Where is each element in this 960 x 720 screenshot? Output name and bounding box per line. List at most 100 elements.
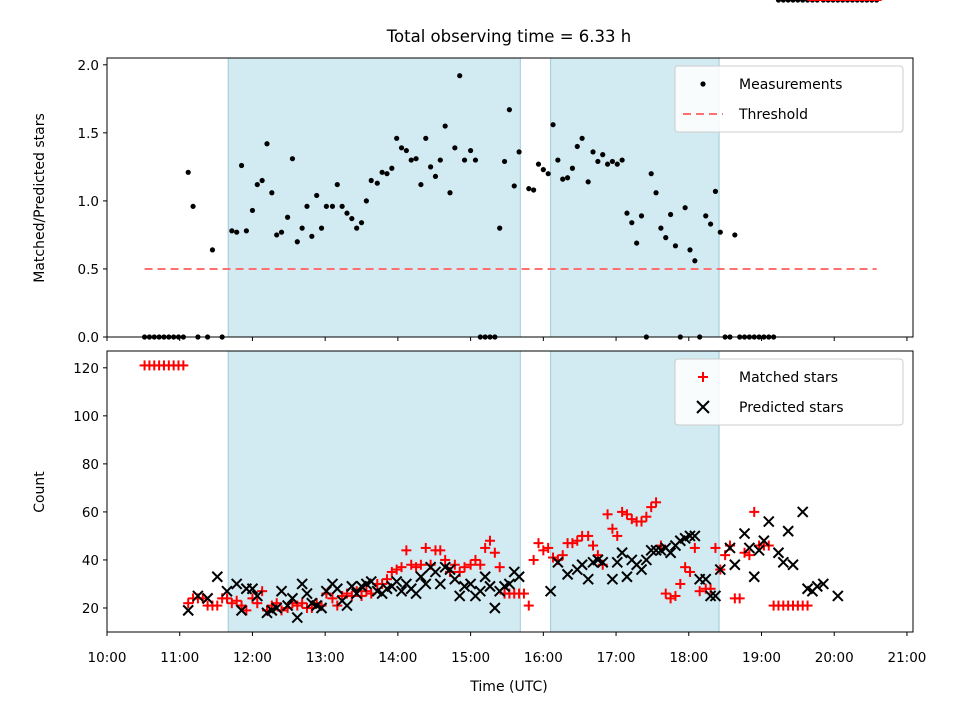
data-point bbox=[811, 580, 823, 593]
data-point bbox=[802, 600, 813, 611]
data-point bbox=[251, 590, 263, 602]
data-point bbox=[209, 247, 216, 253]
x-marker-b bbox=[811, 580, 823, 593]
data-point bbox=[707, 221, 714, 227]
x-marker-b bbox=[453, 590, 466, 602]
x-tick-label: 10:00 bbox=[88, 650, 127, 666]
data-point bbox=[540, 167, 546, 173]
data-point bbox=[374, 180, 380, 186]
data-point bbox=[457, 73, 463, 79]
y-tick-label: 20 bbox=[82, 601, 99, 617]
data-point bbox=[616, 547, 628, 559]
data-point bbox=[709, 590, 722, 602]
data-point bbox=[513, 571, 525, 583]
data-point bbox=[710, 542, 721, 553]
x-tick-label: 15:00 bbox=[451, 650, 490, 666]
legend-box bbox=[674, 358, 904, 426]
data-point bbox=[621, 509, 632, 520]
data-point bbox=[344, 210, 350, 216]
data-point bbox=[670, 590, 681, 601]
data-point bbox=[583, 530, 594, 541]
data-point bbox=[734, 593, 745, 604]
data-point bbox=[775, 0, 782, 3]
data-point bbox=[717, 229, 723, 235]
x-marker-b bbox=[331, 583, 343, 595]
data-point bbox=[480, 542, 491, 553]
x-marker-b bbox=[621, 571, 633, 583]
data-point bbox=[590, 149, 596, 155]
data-point bbox=[284, 214, 291, 220]
x-marker-b bbox=[346, 580, 358, 593]
x-marker-b bbox=[592, 554, 604, 566]
data-point bbox=[796, 506, 809, 518]
x-marker-b bbox=[582, 573, 594, 585]
data-point bbox=[497, 225, 503, 231]
x-marker-b bbox=[777, 556, 790, 569]
x-marker-b bbox=[474, 585, 487, 597]
x-marker-b bbox=[306, 597, 318, 609]
x-tick-label: 16:00 bbox=[524, 650, 563, 666]
x-marker-b bbox=[449, 573, 461, 585]
data-point bbox=[410, 587, 422, 600]
x-tick-label: 18:00 bbox=[669, 650, 708, 666]
x-marker-b bbox=[235, 604, 248, 617]
x-marker-b bbox=[817, 578, 830, 590]
data-point bbox=[689, 530, 701, 542]
data-point bbox=[459, 562, 470, 573]
data-point bbox=[254, 181, 260, 188]
data-point bbox=[301, 587, 313, 600]
x-marker-b bbox=[484, 580, 496, 593]
x-marker-b bbox=[787, 559, 799, 571]
data-point bbox=[689, 542, 700, 553]
legend-label: Measurements bbox=[739, 77, 842, 93]
data-point bbox=[516, 149, 522, 155]
data-point bbox=[561, 568, 574, 581]
data-point bbox=[535, 161, 542, 167]
data-point bbox=[614, 161, 620, 167]
data-point bbox=[437, 157, 443, 163]
data-point bbox=[231, 595, 242, 606]
x-marker-b bbox=[281, 599, 294, 612]
x-marker-b bbox=[606, 573, 619, 585]
data-point bbox=[249, 207, 256, 214]
x-marker-b bbox=[221, 585, 233, 597]
data-point bbox=[787, 559, 799, 571]
data-point bbox=[418, 181, 424, 188]
legend: Matched stars Predicted stars bbox=[674, 358, 904, 426]
x-marker-b bbox=[753, 544, 765, 557]
data-point bbox=[185, 169, 191, 175]
data-point bbox=[461, 157, 468, 163]
data-point bbox=[619, 157, 625, 163]
data-point bbox=[600, 152, 606, 158]
data-point bbox=[749, 506, 760, 517]
data-point bbox=[511, 183, 517, 189]
data-point bbox=[389, 165, 395, 171]
data-point bbox=[201, 592, 214, 605]
data-point bbox=[790, 0, 796, 3]
x-marker-b bbox=[689, 530, 701, 542]
data-point bbox=[582, 573, 594, 585]
data-point bbox=[299, 225, 305, 231]
data-point bbox=[479, 571, 491, 583]
data-point bbox=[182, 604, 194, 617]
data-point bbox=[221, 593, 232, 604]
data-point bbox=[526, 186, 532, 192]
x-marker-b bbox=[444, 563, 456, 576]
y-axis-label: Count bbox=[32, 471, 48, 513]
x-marker-b bbox=[650, 544, 662, 557]
data-point bbox=[602, 509, 613, 520]
data-point bbox=[394, 135, 400, 141]
data-point bbox=[334, 181, 340, 188]
data-point bbox=[234, 229, 240, 235]
data-point bbox=[294, 239, 300, 245]
data-point bbox=[339, 203, 345, 209]
data-point bbox=[606, 573, 619, 585]
data-point bbox=[569, 165, 576, 171]
legend-marker-dot bbox=[700, 81, 706, 87]
data-point bbox=[712, 188, 719, 194]
data-point bbox=[501, 158, 508, 165]
x-tick-label: 14:00 bbox=[378, 650, 417, 666]
data-point bbox=[672, 243, 679, 249]
axes-frame bbox=[106, 57, 914, 338]
